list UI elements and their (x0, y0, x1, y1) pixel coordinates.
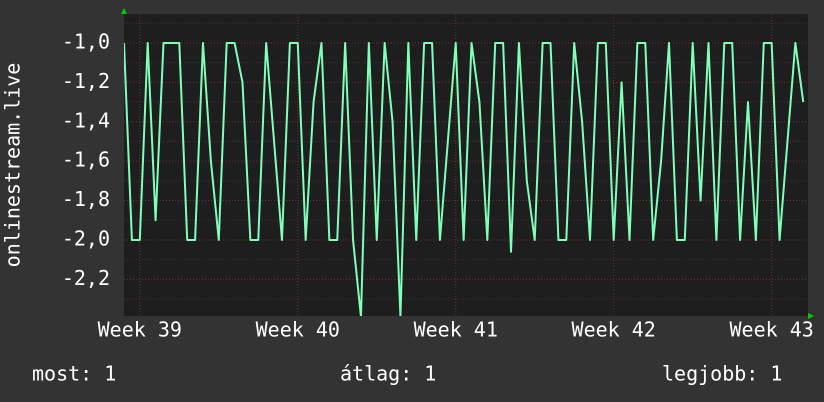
labels: -1,0 -1,2 -1,4 -1,6 -1,8 -2,0 -2,2 Week 39 Week … (32, 29, 814, 385)
y-tick-label: -2,0 (62, 226, 110, 250)
x-axis-arrow (808, 313, 814, 319)
stat-label: most: 1 (32, 362, 116, 386)
x-tick-label: Week 42 (572, 318, 656, 342)
data-line (124, 41, 805, 316)
y-tick-label: -1,0 (62, 29, 110, 53)
y-axis-label: onlinestream.live (1, 63, 25, 268)
y-tick-label: -1,8 (62, 187, 110, 211)
x-tick-label: Week 41 (414, 318, 498, 342)
y-tick-label: -1,6 (62, 148, 110, 172)
y-tick-label: -2,2 (62, 266, 110, 290)
y-axis-arrow (121, 8, 127, 14)
y-tick-label: -1,2 (62, 69, 110, 93)
stat-label: átlag: 1 (340, 362, 436, 386)
stat-label: legjobb: 1 (662, 362, 782, 386)
x-tick-label: Week 39 (98, 318, 182, 342)
y-tick-label: -1,4 (62, 108, 110, 132)
marks (124, 41, 805, 316)
x-tick-label: Week 40 (256, 318, 340, 342)
x-tick-label: Week 43 (730, 318, 814, 342)
